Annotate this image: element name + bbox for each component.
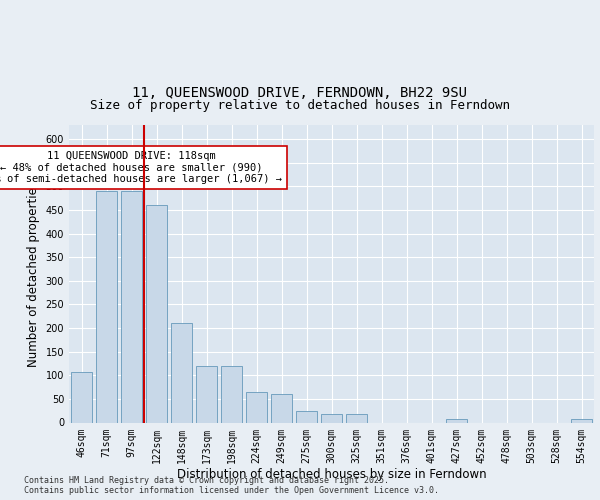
Text: 11 QUEENSWOOD DRIVE: 118sqm
← 48% of detached houses are smaller (990)
51% of se: 11 QUEENSWOOD DRIVE: 118sqm ← 48% of det… [0, 151, 281, 184]
Text: Contains HM Land Registry data © Crown copyright and database right 2025.
Contai: Contains HM Land Registry data © Crown c… [24, 476, 439, 495]
Bar [571, 418, 592, 422]
Bar [221, 366, 242, 422]
Bar [71, 372, 92, 422]
Bar [96, 191, 117, 422]
Text: Size of property relative to detached houses in Ferndown: Size of property relative to detached ho… [90, 100, 510, 112]
Bar [321, 414, 342, 422]
Bar [296, 410, 317, 422]
Bar [346, 414, 367, 422]
Bar [446, 418, 467, 422]
Bar [271, 394, 292, 422]
Y-axis label: Number of detached properties: Number of detached properties [27, 180, 40, 367]
Bar [246, 392, 267, 422]
X-axis label: Distribution of detached houses by size in Ferndown: Distribution of detached houses by size … [176, 468, 487, 481]
Bar [121, 191, 142, 422]
Bar [171, 324, 192, 422]
Bar [196, 366, 217, 422]
Text: 11, QUEENSWOOD DRIVE, FERNDOWN, BH22 9SU: 11, QUEENSWOOD DRIVE, FERNDOWN, BH22 9SU [133, 86, 467, 100]
Bar [146, 206, 167, 422]
